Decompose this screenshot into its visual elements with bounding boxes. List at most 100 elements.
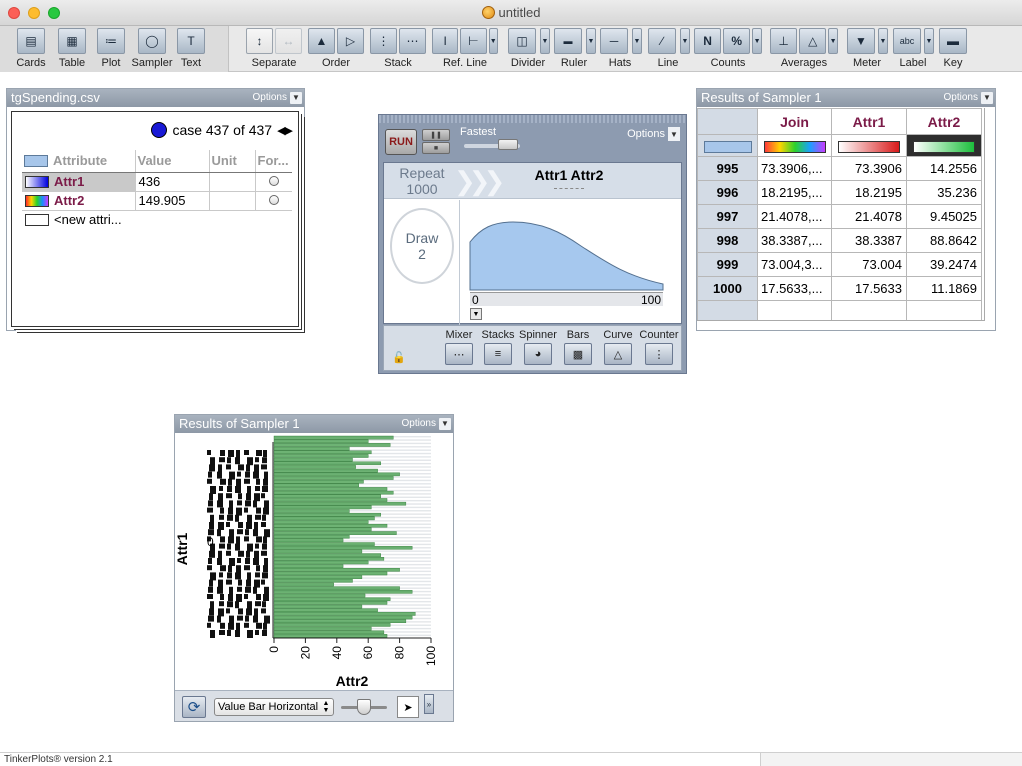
value-bar[interactable] (273, 612, 416, 616)
spinner-device[interactable]: Spinner ◕ (518, 329, 558, 365)
value-bar[interactable] (273, 450, 372, 455)
case-swatch-cell[interactable] (697, 134, 758, 157)
formula-column-header[interactable]: For... (254, 150, 292, 173)
value-cell[interactable]: 149.905 (134, 191, 209, 211)
table-row[interactable]: 996 18.2195,... 18.2195 35.236 (697, 180, 982, 205)
refresh-icon[interactable]: ⟳ (182, 696, 206, 718)
value-bar[interactable] (273, 487, 388, 491)
mixer-device[interactable]: Mixer ⋯ (441, 329, 477, 365)
divider-dropdown-icon[interactable]: ▼ (540, 28, 550, 54)
formula-radio-icon[interactable] (268, 176, 279, 186)
row-id[interactable]: 998 (697, 228, 758, 253)
value-bar[interactable] (273, 571, 388, 576)
zoom-window-button[interactable] (48, 7, 60, 19)
attribute-column-header[interactable]: Attribute (22, 150, 135, 173)
sampler-options-button[interactable]: Options ▼ (627, 127, 680, 141)
repeat-value[interactable]: 1000 (406, 181, 438, 197)
curve-device-button[interactable]: Curve △ (600, 329, 636, 365)
unit-cell[interactable] (208, 191, 255, 211)
value-bar[interactable] (273, 586, 400, 590)
value-bar[interactable] (273, 615, 413, 620)
ruler-tool[interactable]: ▬ ▼ Ruler (552, 28, 596, 69)
bar-series[interactable] (273, 435, 431, 638)
value-bar[interactable] (273, 634, 388, 638)
stack-horizontal-icon[interactable]: ⋯ (399, 28, 426, 54)
attr2-cell[interactable]: 9.45025 (906, 204, 982, 229)
attr2-swatch-cell[interactable] (906, 134, 982, 157)
order-vertical-icon[interactable]: ▲ (308, 28, 335, 54)
meter-icon[interactable]: ▼ (847, 28, 875, 54)
attribute-cell[interactable]: Attr2 (22, 191, 135, 211)
counts-n-icon[interactable]: N (694, 28, 722, 54)
minimize-window-button[interactable] (28, 7, 40, 19)
value-bar[interactable] (273, 527, 372, 532)
value-bar[interactable] (273, 604, 363, 609)
speed-slider-thumb[interactable] (498, 139, 518, 150)
separate-horizontal-icon[interactable]: ↔ (275, 28, 302, 54)
averages-median-icon[interactable]: △ (799, 28, 827, 54)
attribute-row[interactable]: Attr2 149.905 (22, 191, 292, 211)
key-icon[interactable]: ▬ (939, 28, 967, 54)
hats-tool[interactable]: ─ ▼ Hats (598, 28, 642, 69)
value-cell[interactable]: 436 (134, 172, 209, 192)
plot-title-bar[interactable]: Results of Sampler 1 Options ▼ (175, 415, 453, 433)
bars-device[interactable]: Bars ▩ (560, 329, 596, 365)
meter-dropdown-icon[interactable]: ▼ (878, 28, 888, 54)
results-table-options-button[interactable]: Options ▼ (944, 91, 993, 105)
value-bar[interactable] (273, 608, 378, 612)
counts-percent-icon[interactable]: % (723, 28, 751, 54)
order-horizontal-icon[interactable]: ▷ (337, 28, 364, 54)
attr2-cell[interactable]: 39.2474 (906, 252, 982, 277)
value-bar[interactable] (273, 523, 388, 528)
y-axis-label[interactable]: Attr1 (175, 532, 190, 565)
attr2-cell[interactable]: 14.2556 (906, 156, 982, 181)
table-row[interactable]: 995 73.3906,... 73.3906 14.2556 (697, 156, 982, 181)
x-axis-label[interactable]: Attr2 (336, 673, 369, 689)
averages-mean-icon[interactable]: ⊥ (770, 28, 798, 54)
value-bar[interactable] (273, 545, 413, 550)
attr1-cell[interactable]: 73.004 (831, 252, 907, 277)
value-bar[interactable] (273, 512, 381, 517)
ruler-dropdown-icon[interactable]: ▼ (586, 28, 596, 54)
vertical-scrollbar[interactable] (984, 108, 994, 320)
formula-cell[interactable] (254, 191, 292, 211)
join-swatch-cell[interactable] (757, 134, 832, 157)
value-bar[interactable] (273, 568, 400, 572)
value-bar[interactable] (273, 476, 394, 480)
new-attribute-cell[interactable]: <new attri... (22, 210, 135, 229)
table-column-header[interactable]: Attr1 (831, 108, 907, 135)
row-id[interactable]: 995 (697, 156, 758, 181)
value-bar[interactable] (273, 446, 350, 451)
stacks-device[interactable]: Stacks ≡ (480, 329, 516, 365)
row-id[interactable]: 997 (697, 204, 758, 229)
join-cell[interactable]: 18.2195,... (757, 180, 832, 205)
row-id[interactable]: 999 (697, 252, 758, 277)
key-tool[interactable]: ▬ Key (938, 28, 968, 69)
value-bar[interactable] (273, 582, 334, 587)
attr1-cell[interactable]: 17.5633 (831, 276, 907, 301)
value-bar[interactable] (273, 465, 356, 469)
value-bar[interactable] (273, 468, 378, 473)
counts-tool[interactable]: N % ▼ Counts (694, 28, 763, 69)
averages-tool[interactable]: ⊥ △ ▼ Averages (770, 28, 839, 69)
value-bar[interactable] (273, 564, 344, 568)
pointer-icon[interactable]: ➤ (397, 696, 419, 718)
value-bar[interactable] (273, 501, 407, 506)
close-window-button[interactable] (8, 7, 20, 19)
ref-line-vertical-icon[interactable]: I (432, 28, 459, 54)
text-tool[interactable]: T Text (174, 28, 208, 69)
plot-tool[interactable]: ≔ Plot (94, 28, 128, 69)
attr1-cell[interactable]: 73.3906 (831, 156, 907, 181)
ref-line-horizontal-icon[interactable]: ⊢ (460, 28, 487, 54)
table-column-header[interactable]: Attr2 (906, 108, 982, 135)
label-dropdown-icon[interactable]: ▼ (924, 28, 934, 54)
sampler-drag-strip[interactable] (379, 115, 686, 123)
ref-line-tool[interactable]: I ⊢ ▼ Ref. Line (432, 28, 498, 69)
order-tool[interactable]: ▲ ▷ Order (308, 28, 364, 69)
table-row[interactable]: 999 73.004,3... 73.004 39.2474 (697, 252, 982, 277)
divider-icon[interactable]: ◫ (508, 28, 536, 54)
icon-size-slider-thumb[interactable] (357, 699, 371, 715)
value-bar[interactable] (273, 435, 394, 440)
row-id[interactable]: 1000 (697, 276, 758, 301)
value-bar[interactable] (273, 630, 385, 635)
